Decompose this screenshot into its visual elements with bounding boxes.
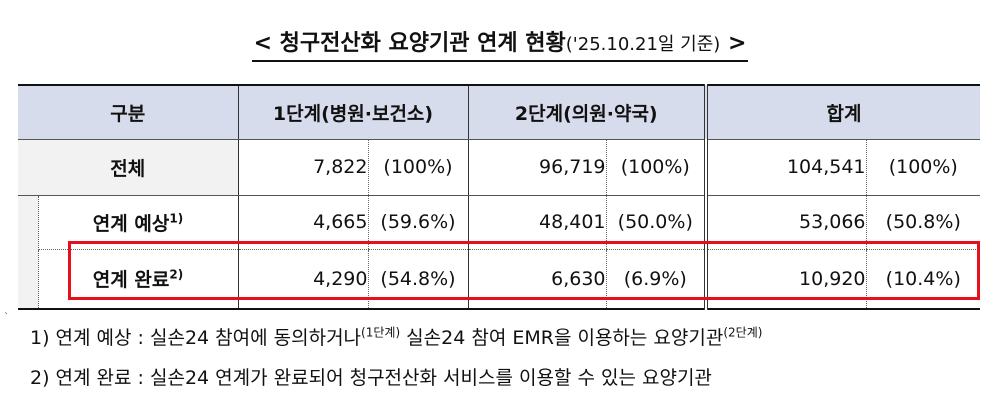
total-count: 53,066: [704, 195, 867, 250]
stage1-count: 4,665: [237, 195, 368, 250]
stage2-percent: (6.9%): [605, 249, 707, 310]
stage1-count: 4,290: [237, 249, 368, 310]
footnote-1-sup-a: (1단계): [361, 325, 401, 340]
total-count: 10,920: [704, 249, 867, 310]
stage1-count: 7,822: [237, 139, 368, 196]
stage1-percent: (100%): [367, 139, 469, 196]
total-percent: (50.8%): [865, 195, 981, 250]
total-percent: (100%): [865, 139, 981, 196]
footnote-1-sup-b: (2단계): [723, 325, 763, 340]
stage2-percent: (100%): [605, 139, 707, 196]
total-count: 104,541: [704, 139, 867, 196]
page-title: < 청구전산화 요양기관 연계 현황('25.10.21일 기준) >: [0, 30, 1000, 62]
table-header-row: 구분 1단계(병원·보건소) 2단계(의원·약국) 합계: [18, 84, 981, 140]
title-main: < 청구전산화 요양기관 연계 현황: [253, 31, 566, 56]
header-stage2: 2단계(의원·약국): [467, 84, 707, 140]
title-underlined: < 청구전산화 요양기관 연계 현황('25.10.21일 기준) >: [251, 30, 749, 62]
table-row-expected: 연계 예상1) 4,665 (59.6%) 48,401 (50.0%) 53,…: [18, 195, 981, 250]
header-category: 구분: [18, 84, 238, 140]
row-label: 연계 완료2): [37, 249, 238, 310]
stage1-percent: (59.6%): [367, 195, 469, 250]
stage1-percent: (54.8%): [367, 249, 469, 310]
footnote-2: 2) 연계 완료 : 실손24 연계가 완료되어 청구전산화 서비스를 이용할 …: [30, 367, 712, 389]
header-total: 합계: [704, 84, 981, 140]
footnote-ref: 2): [169, 267, 184, 282]
stage2-count: 48,401: [467, 195, 607, 250]
stage2-percent: (50.0%): [605, 195, 707, 250]
title-date-note: ('25.10.21일 기준): [565, 34, 721, 55]
footnote-ref: 1): [169, 211, 184, 226]
row-label: 전체: [18, 139, 238, 196]
stage2-count: 6,630: [467, 249, 607, 310]
row-label: 연계 예상1): [37, 195, 238, 250]
total-percent: (10.4%): [865, 249, 981, 310]
title-suffix: >: [720, 31, 747, 56]
stage2-count: 96,719: [467, 139, 607, 196]
stray-mark: `: [4, 312, 9, 323]
footnote-1: 1) 연계 예상 : 실손24 참여에 동의하거나(1단계) 실손24 참여 E…: [30, 325, 763, 349]
header-stage1: 1단계(병원·보건소): [237, 84, 469, 140]
row-indent: [18, 195, 38, 249]
table-row-completed: 연계 완료2) 4,290 (54.8%) 6,630 (6.9%) 10,92…: [18, 249, 981, 310]
table-row-total: 전체 7,822 (100%) 96,719 (100%) 104,541 (1…: [18, 139, 981, 196]
row-indent: [18, 249, 38, 310]
status-table: 구분 1단계(병원·보건소) 2단계(의원·약국) 합계 전체 7,822 (1…: [18, 84, 981, 310]
